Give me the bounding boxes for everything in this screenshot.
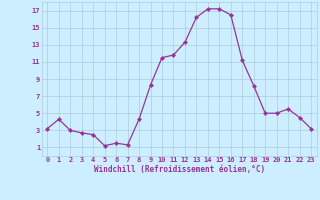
X-axis label: Windchill (Refroidissement éolien,°C): Windchill (Refroidissement éolien,°C)	[94, 165, 265, 174]
